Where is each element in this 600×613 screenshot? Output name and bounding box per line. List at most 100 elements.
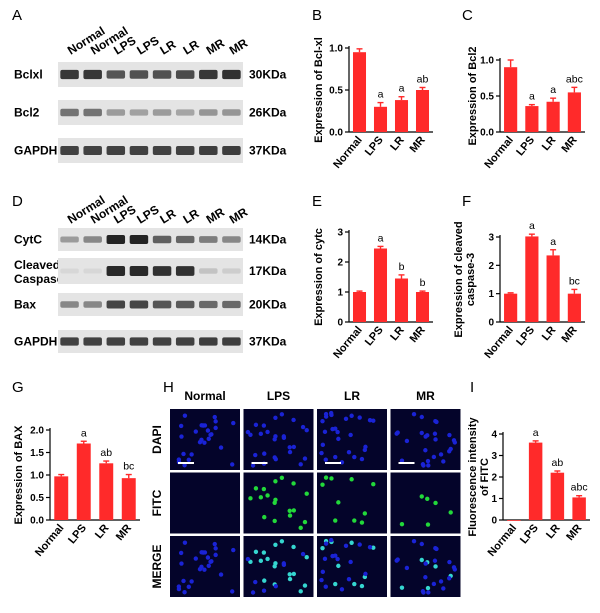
cell-nucleus [304, 555, 309, 560]
cell-nucleus [189, 452, 194, 457]
cell-nucleus [287, 449, 293, 455]
cell-nucleus [348, 559, 353, 565]
blot-row-label-cleaved-caspase3: Cleaved [14, 258, 60, 272]
micro-column-label-mr: MR [416, 389, 435, 403]
cell-nucleus [245, 556, 251, 562]
y-tick-label: 2 [491, 473, 497, 484]
kda-label-gapdh: 37KDa [249, 144, 287, 158]
blot-band [152, 266, 172, 276]
cell-nucleus [261, 550, 267, 555]
cell-nucleus [189, 579, 194, 584]
cell-nucleus [273, 561, 278, 566]
cell-nucleus [346, 576, 352, 582]
cell-nucleus [320, 442, 326, 448]
cell-nucleus [423, 575, 428, 580]
blot-band [222, 300, 241, 309]
blot-band [175, 235, 195, 244]
category-label-mr: MR [114, 522, 134, 543]
category-label-mr: MR [559, 134, 579, 155]
cell-nucleus [336, 500, 341, 505]
cell-nucleus [371, 418, 376, 423]
cell-nucleus [287, 576, 293, 582]
kda-label-gapdh: 37KDa [249, 335, 287, 349]
micrograph-fitc-normal [170, 472, 240, 534]
cell-nucleus [273, 497, 278, 502]
cell-nucleus [250, 463, 256, 468]
blot-band [106, 300, 126, 309]
blot-band [152, 337, 172, 346]
panel-letter-g: G [12, 379, 24, 396]
y-tick-label: 0.0 [30, 516, 44, 527]
micro-row-label-fitc: FITC [150, 489, 164, 516]
cell-nucleus [281, 562, 287, 568]
blot-band [129, 235, 149, 244]
cell-nucleus [421, 590, 426, 595]
bar-lr [550, 472, 565, 520]
cell-nucleus [253, 579, 258, 585]
bar-lps [528, 442, 543, 520]
cell-nucleus [261, 486, 267, 492]
cell-nucleus [230, 589, 235, 594]
category-label-lps: LPS [518, 522, 541, 546]
blot-band [106, 337, 126, 346]
blot-band [106, 146, 126, 155]
blot-band [60, 236, 79, 243]
y-axis-title: caspase-3 [465, 253, 477, 306]
cell-nucleus [448, 510, 453, 515]
bar-mr [572, 497, 586, 520]
cell-nucleus [441, 586, 446, 591]
cell-nucleus [262, 514, 267, 520]
cell-nucleus [352, 581, 357, 587]
cell-nucleus [304, 491, 309, 496]
cell-nucleus [279, 475, 285, 480]
cell-nucleus [300, 551, 306, 557]
cell-nucleus [182, 463, 187, 468]
cell-nucleus [343, 543, 349, 548]
blot-strip-bax [58, 293, 243, 316]
blot-band [152, 109, 172, 116]
blot-strip-gapdh [58, 330, 243, 353]
cell-nucleus [212, 541, 217, 547]
cell-nucleus [298, 462, 303, 467]
bar-lps [373, 106, 388, 132]
cell-nucleus [399, 521, 405, 527]
blot-band [129, 300, 149, 309]
bar-chart-cytc: 0 1 2 3 Expression of cytc Normal a LPS b LR b MR [313, 228, 433, 361]
cell-nucleus [193, 429, 199, 434]
cell-nucleus [320, 482, 325, 487]
cell-nucleus [248, 432, 253, 438]
bar-normal [54, 476, 69, 520]
bar-chart-cleaved-caspase3: 0 1 2 3 Expression of cleaved caspase-3 Normal… [453, 220, 585, 361]
panel-letter-c: C [462, 7, 473, 24]
cell-nucleus [319, 450, 324, 456]
blot-band [199, 337, 218, 346]
cell-nucleus [287, 572, 292, 577]
blot-band [129, 146, 149, 155]
cell-nucleus [178, 423, 184, 429]
blot-row-label-cleaved-caspase3: Caspase3 [14, 272, 70, 286]
cell-nucleus [367, 418, 373, 423]
cell-nucleus [261, 588, 267, 593]
cell-nucleus [248, 559, 253, 565]
cell-nucleus [362, 511, 368, 516]
y-tick-label: 0.0 [480, 128, 494, 139]
significance-label-lps: a [529, 91, 535, 103]
y-axis-title: Expression of cytc [313, 228, 325, 326]
kda-label-cytc: 14KDa [249, 233, 287, 247]
cell-nucleus [197, 566, 203, 572]
blot-band [175, 266, 195, 276]
significance-label-lr: ab [100, 447, 112, 459]
cell-nucleus [363, 571, 368, 577]
blot-band [199, 145, 218, 156]
blot-band [152, 300, 172, 309]
cell-nucleus [202, 567, 207, 572]
cell-nucleus [329, 410, 334, 416]
bar-mr [121, 478, 136, 520]
bar-mr [567, 92, 581, 132]
cell-nucleus [206, 436, 211, 442]
cell-nucleus [320, 418, 325, 424]
cell-nucleus [433, 437, 438, 442]
cell-nucleus [245, 429, 251, 435]
panel-letter-f: F [462, 193, 471, 210]
